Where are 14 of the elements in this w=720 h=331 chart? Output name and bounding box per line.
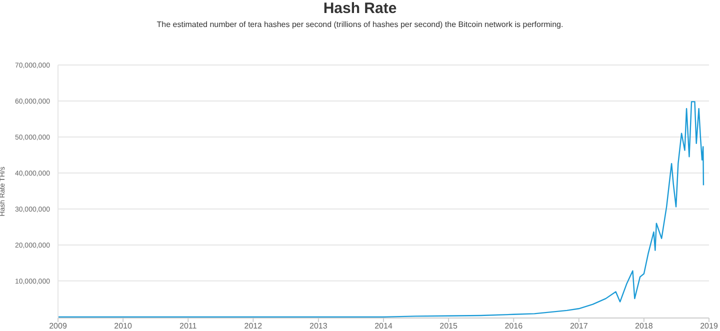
x-tick-label: 2010 bbox=[114, 322, 133, 331]
x-tick-label: 2016 bbox=[504, 322, 524, 331]
chart-subtitle: The estimated number of tera hashes per second (trillions of hashes per second) the Bitcoin network is performing. bbox=[156, 20, 564, 29]
x-tick-label: 2011 bbox=[180, 322, 198, 331]
x-tick-label: 2018 bbox=[635, 322, 654, 331]
chart-title: Hash Rate bbox=[322, 0, 398, 17]
line-series bbox=[58, 101, 704, 318]
x-tick-label: 2014 bbox=[374, 322, 393, 331]
x-tick-label: 2019 bbox=[700, 322, 718, 331]
x-tick-label: 2012 bbox=[244, 322, 263, 331]
x-tick-label: 2017 bbox=[570, 322, 588, 331]
x-tick-label: 2015 bbox=[440, 322, 458, 331]
x-tick-label: 2013 bbox=[310, 322, 328, 331]
x-tick-label: 2009 bbox=[49, 322, 68, 331]
